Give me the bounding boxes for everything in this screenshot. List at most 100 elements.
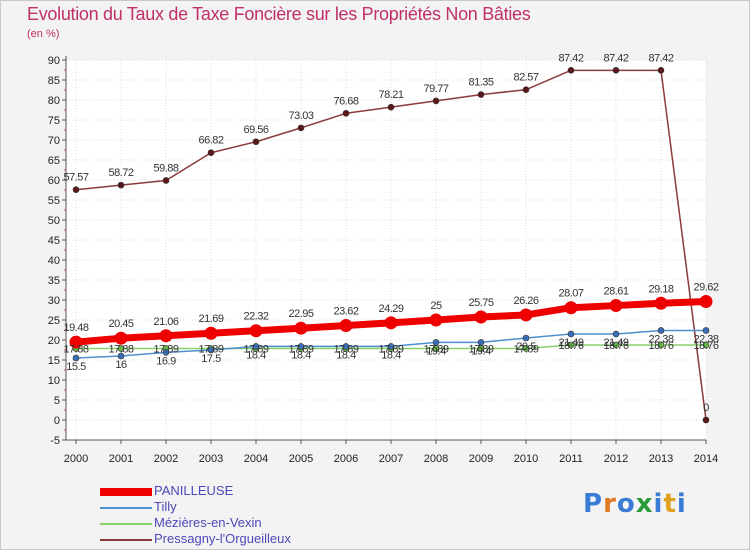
series-point-3 [612, 67, 620, 74]
logo-letter: o [616, 489, 636, 519]
series-point-1 [207, 346, 215, 354]
series-point-1 [162, 349, 170, 356]
x-tick-label: 2009 [469, 453, 493, 465]
proxiti-logo: Proxiti [583, 489, 687, 519]
x-tick-label: 2005 [289, 453, 313, 465]
data-label: 17.89 [378, 343, 403, 355]
data-label: 17.89 [333, 343, 358, 355]
series-point-0 [69, 335, 83, 349]
data-label: 22.38 [693, 333, 718, 345]
data-label: 19.48 [63, 322, 88, 334]
series-point-3 [702, 416, 710, 424]
y-tick-label: 0 [54, 415, 60, 427]
data-label: 66.82 [198, 135, 223, 147]
series-point-3 [162, 177, 170, 184]
series-point-0 [204, 326, 218, 340]
data-label: 18.76 [648, 340, 673, 352]
legend-swatch [100, 488, 152, 496]
data-label: 20.45 [108, 318, 133, 330]
series-point-1 [477, 339, 485, 346]
series-point-0 [654, 296, 668, 310]
logo-letter: P [583, 489, 604, 519]
series-point-3 [252, 138, 260, 146]
series-point-2 [522, 345, 530, 352]
series-point-2 [702, 341, 710, 349]
x-tick-label: 2006 [334, 453, 358, 465]
y-tick-label: 35 [48, 275, 60, 287]
data-label: 57.57 [63, 172, 88, 184]
series-point-3 [342, 109, 350, 117]
data-label: 17.88 [63, 343, 88, 355]
logo-letter: r [603, 489, 617, 519]
series-point-3 [117, 181, 125, 189]
y-tick-label: 60 [48, 175, 60, 187]
series-point-2 [657, 341, 665, 349]
data-label: 17.89 [153, 343, 178, 355]
data-label: 17.89 [198, 343, 223, 355]
data-label: 18.76 [693, 340, 718, 352]
series-point-3 [657, 67, 665, 74]
data-label: 69.56 [243, 124, 268, 136]
data-label: 29.18 [648, 283, 673, 295]
y-tick-label: 85 [48, 75, 60, 87]
series-point-1 [522, 334, 530, 342]
data-label: 59.88 [153, 162, 178, 174]
data-label: 19.4 [471, 345, 491, 357]
data-label: 29.62 [693, 282, 718, 294]
series-point-0 [384, 316, 398, 330]
data-label: 26.26 [513, 295, 538, 307]
series-point-1 [567, 330, 575, 338]
series-point-3 [522, 86, 530, 94]
series-point-3 [207, 149, 215, 157]
y-tick-label: 20 [48, 335, 60, 347]
y-tick-label: 25 [48, 315, 60, 327]
x-tick-label: 2003 [199, 453, 223, 465]
series-point-1 [432, 339, 440, 346]
data-label: 18.4 [246, 349, 266, 361]
data-label: 87.42 [558, 52, 583, 64]
data-label: 19.4 [426, 345, 446, 357]
x-tick-label: 2000 [64, 453, 88, 465]
series-point-3 [567, 67, 575, 74]
data-label: 79.77 [423, 83, 448, 95]
y-tick-label: 80 [48, 95, 60, 107]
series-point-1 [387, 343, 395, 350]
data-label: 15.5 [66, 361, 86, 373]
data-label: 18.4 [291, 349, 311, 361]
data-label: 78.21 [378, 89, 403, 101]
data-label: 24.29 [378, 303, 403, 315]
series-point-3 [477, 91, 485, 98]
data-label: 16.9 [156, 355, 176, 367]
data-label: 23.62 [333, 306, 358, 318]
y-tick-label: 15 [48, 355, 60, 367]
data-label: 21.49 [558, 337, 583, 349]
x-tick-label: 2002 [154, 453, 178, 465]
y-tick-label: 30 [48, 295, 60, 307]
data-label: 16 [115, 359, 127, 371]
series-point-1 [702, 327, 710, 334]
chart-title: Evolution du Taux de Taxe Foncière sur l… [27, 4, 531, 24]
data-label: 28.61 [603, 286, 628, 298]
series-point-0 [114, 331, 128, 345]
logo-letter: i [676, 489, 687, 519]
legend-label: Tilly [154, 499, 177, 514]
data-label: 17.88 [108, 343, 133, 355]
data-label: 76.68 [333, 95, 358, 107]
x-tick-label: 2014 [694, 453, 718, 465]
series-point-1 [342, 343, 350, 350]
legend-label: Pressagny-l'Orgueilleux [154, 531, 291, 546]
data-label: 17.5 [201, 353, 221, 365]
x-tick-label: 2011 [559, 453, 583, 465]
series-point-0 [474, 310, 488, 324]
data-label: 81.35 [468, 77, 493, 89]
series-point-0 [699, 295, 713, 309]
x-tick-label: 2001 [109, 453, 133, 465]
x-tick-label: 2010 [514, 453, 538, 465]
y-tick-label: 10 [48, 375, 60, 387]
series-point-3 [72, 186, 80, 194]
data-label: 21.06 [153, 316, 178, 328]
data-label: 17.89 [288, 343, 313, 355]
x-tick-label: 2004 [244, 453, 268, 465]
series-point-0 [249, 324, 263, 338]
